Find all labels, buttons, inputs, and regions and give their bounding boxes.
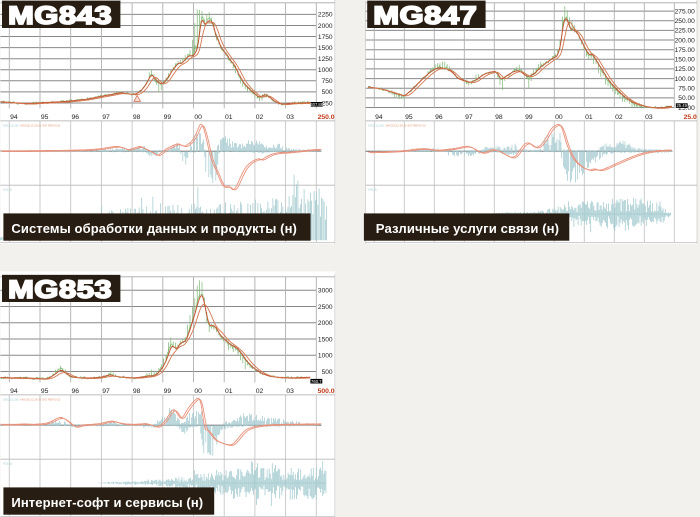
svg-text:OSC(12,26): OSC(12,26) (3, 123, 19, 127)
svg-text:98: 98 (133, 114, 141, 121)
svg-text:2250: 2250 (318, 12, 333, 19)
svg-text:VOL(1): VOL(1) (368, 188, 378, 192)
svg-text:95: 95 (405, 114, 413, 121)
svg-text:250.0: 250.0 (318, 114, 335, 121)
svg-text:98: 98 (495, 114, 503, 121)
svg-text:250.00: 250.00 (675, 18, 696, 25)
svg-text:00: 00 (194, 114, 202, 121)
svg-text:95: 95 (41, 388, 49, 395)
svg-text:1750: 1750 (318, 34, 333, 41)
svg-text:02: 02 (615, 114, 623, 121)
svg-text:150.00: 150.00 (675, 57, 696, 64)
svg-text:75.00: 75.00 (678, 86, 695, 93)
svg-text:25.00: 25.00 (678, 105, 695, 112)
svg-text:97: 97 (102, 388, 110, 395)
svg-text:01: 01 (225, 114, 233, 121)
svg-text:3000: 3000 (318, 288, 333, 295)
svg-text:2000: 2000 (318, 23, 333, 30)
svg-text:99: 99 (164, 114, 172, 121)
svg-text:MG847: MG847 (373, 2, 477, 30)
svg-text:Различные услуги связи (н): Различные услуги связи (н) (376, 221, 559, 236)
svg-text:MG843: MG843 (8, 2, 112, 30)
svg-text:175.00: 175.00 (675, 47, 696, 54)
svg-text:99: 99 (525, 114, 533, 121)
svg-text:125.00: 125.00 (675, 66, 696, 73)
svg-text:02: 02 (256, 114, 264, 121)
svg-text:1000: 1000 (318, 353, 333, 360)
svg-text:750: 750 (322, 78, 333, 85)
svg-text:760.7: 760.7 (311, 379, 322, 384)
svg-text:00: 00 (555, 114, 563, 121)
svg-text:01: 01 (585, 114, 593, 121)
svg-text:96: 96 (435, 114, 443, 121)
svg-text:100.00: 100.00 (675, 76, 696, 83)
svg-text:VOL(1): VOL(1) (3, 188, 13, 192)
svg-text:1000: 1000 (318, 67, 333, 74)
svg-text:1250: 1250 (318, 56, 333, 63)
svg-text:03: 03 (645, 114, 653, 121)
svg-text:MACD(12,26,9) SIG REF(0,0): MACD(12,26,9) SIG REF(0,0) (20, 397, 60, 401)
svg-text:307.88: 307.88 (310, 102, 323, 107)
svg-text:MG853: MG853 (8, 276, 112, 304)
svg-text:00: 00 (194, 388, 202, 395)
svg-text:500: 500 (322, 89, 333, 96)
svg-text:03: 03 (286, 388, 294, 395)
svg-text:25.0: 25.0 (684, 114, 697, 121)
svg-text:200.00: 200.00 (675, 37, 696, 44)
svg-text:500: 500 (322, 369, 333, 376)
svg-text:98: 98 (133, 388, 141, 395)
svg-text:2500: 2500 (318, 304, 333, 311)
svg-text:02: 02 (256, 388, 264, 395)
svg-text:03: 03 (286, 114, 294, 121)
svg-text:1500: 1500 (318, 336, 333, 343)
svg-text:94: 94 (10, 114, 18, 121)
svg-text:MACD(12,26,9) SIG REF(0,0): MACD(12,26,9) SIG REF(0,0) (386, 123, 426, 127)
svg-text:275.00: 275.00 (675, 8, 696, 15)
svg-text:225.00: 225.00 (675, 28, 696, 35)
svg-text:95: 95 (41, 114, 49, 121)
svg-text:01: 01 (225, 388, 233, 395)
svg-text:99: 99 (164, 388, 172, 395)
svg-text:OSC(12,26): OSC(12,26) (368, 123, 384, 127)
svg-text:VOL(1): VOL(1) (3, 462, 13, 466)
svg-text:1500: 1500 (318, 45, 333, 52)
svg-text:OSC(12,26): OSC(12,26) (3, 397, 19, 401)
svg-text:250: 250 (322, 100, 333, 107)
svg-text:Интернет-софт и сервисы (н): Интернет-софт и сервисы (н) (11, 495, 203, 510)
svg-text:97: 97 (102, 114, 110, 121)
svg-text:2000: 2000 (318, 320, 333, 327)
svg-text:94: 94 (375, 114, 383, 121)
svg-text:50.00: 50.00 (678, 95, 695, 102)
svg-text:94: 94 (10, 388, 18, 395)
svg-text:500.0: 500.0 (318, 388, 335, 395)
svg-text:25.49: 25.49 (676, 103, 687, 108)
svg-text:97: 97 (465, 114, 473, 121)
svg-text:MACD(12,26,9) SIG REF(0,0): MACD(12,26,9) SIG REF(0,0) (20, 123, 60, 127)
svg-text:96: 96 (72, 114, 80, 121)
svg-text:96: 96 (72, 388, 80, 395)
svg-text:Системы обработки данных и про: Системы обработки данных и продукты (н) (11, 221, 297, 236)
